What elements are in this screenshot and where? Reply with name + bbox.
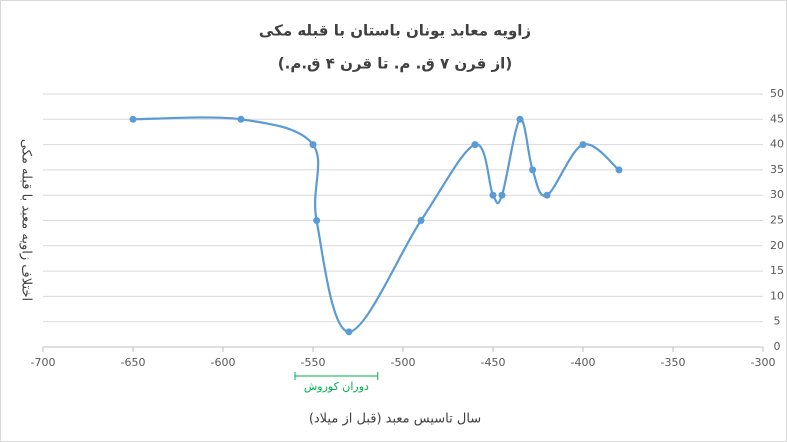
- y-tick-label: 15: [770, 264, 784, 277]
- y-tick-label: 30: [770, 188, 784, 201]
- y-tick-label: 45: [770, 112, 784, 125]
- data-point: [237, 115, 245, 123]
- annotation-label: دوران کوروش: [304, 380, 369, 393]
- y-tick-label: 35: [770, 163, 784, 176]
- y-tick-label: 0: [774, 340, 781, 353]
- data-point: [543, 191, 551, 199]
- y-tick-label: 40: [770, 138, 784, 151]
- data-point: [417, 217, 425, 224]
- data-point: [529, 166, 537, 174]
- x-tick-label: -350: [661, 356, 686, 369]
- data-point: [615, 166, 623, 174]
- y-axis-title: اختلاف زاویه معبد با قبله مکی: [19, 139, 34, 301]
- data-point: [313, 217, 321, 224]
- x-tick-label: -700: [31, 356, 56, 369]
- data-point: [489, 191, 497, 199]
- y-tick-label: 20: [770, 239, 784, 252]
- chart-title: زاویه معابد یونان باستان با قبله مکی: [259, 22, 531, 40]
- y-tick-label: 25: [770, 214, 784, 227]
- y-tick-label: 50: [770, 87, 784, 100]
- x-tick-label: -650: [121, 356, 146, 369]
- x-tick-label: -500: [391, 356, 416, 369]
- y-tick-label: 5: [774, 315, 781, 328]
- chart-subtitle: (از قرن ۷ ق. م. تا قرن ۴ ق.م.): [278, 55, 512, 73]
- data-point: [309, 141, 317, 149]
- x-tick-label: -450: [481, 356, 506, 369]
- x-tick-label: -550: [301, 356, 326, 369]
- y-tick-label: 10: [770, 289, 784, 302]
- data-point: [579, 141, 587, 149]
- data-point: [471, 141, 479, 149]
- x-tick-label: -400: [571, 356, 596, 369]
- data-point: [129, 115, 137, 123]
- x-tick-label: -600: [211, 356, 236, 369]
- x-axis-title: سال تاسیس معبد (قبل از میلاد): [309, 412, 481, 427]
- data-point: [516, 115, 524, 123]
- data-point: [498, 191, 506, 199]
- data-point: [345, 328, 353, 336]
- x-tick-label: -300: [751, 356, 776, 369]
